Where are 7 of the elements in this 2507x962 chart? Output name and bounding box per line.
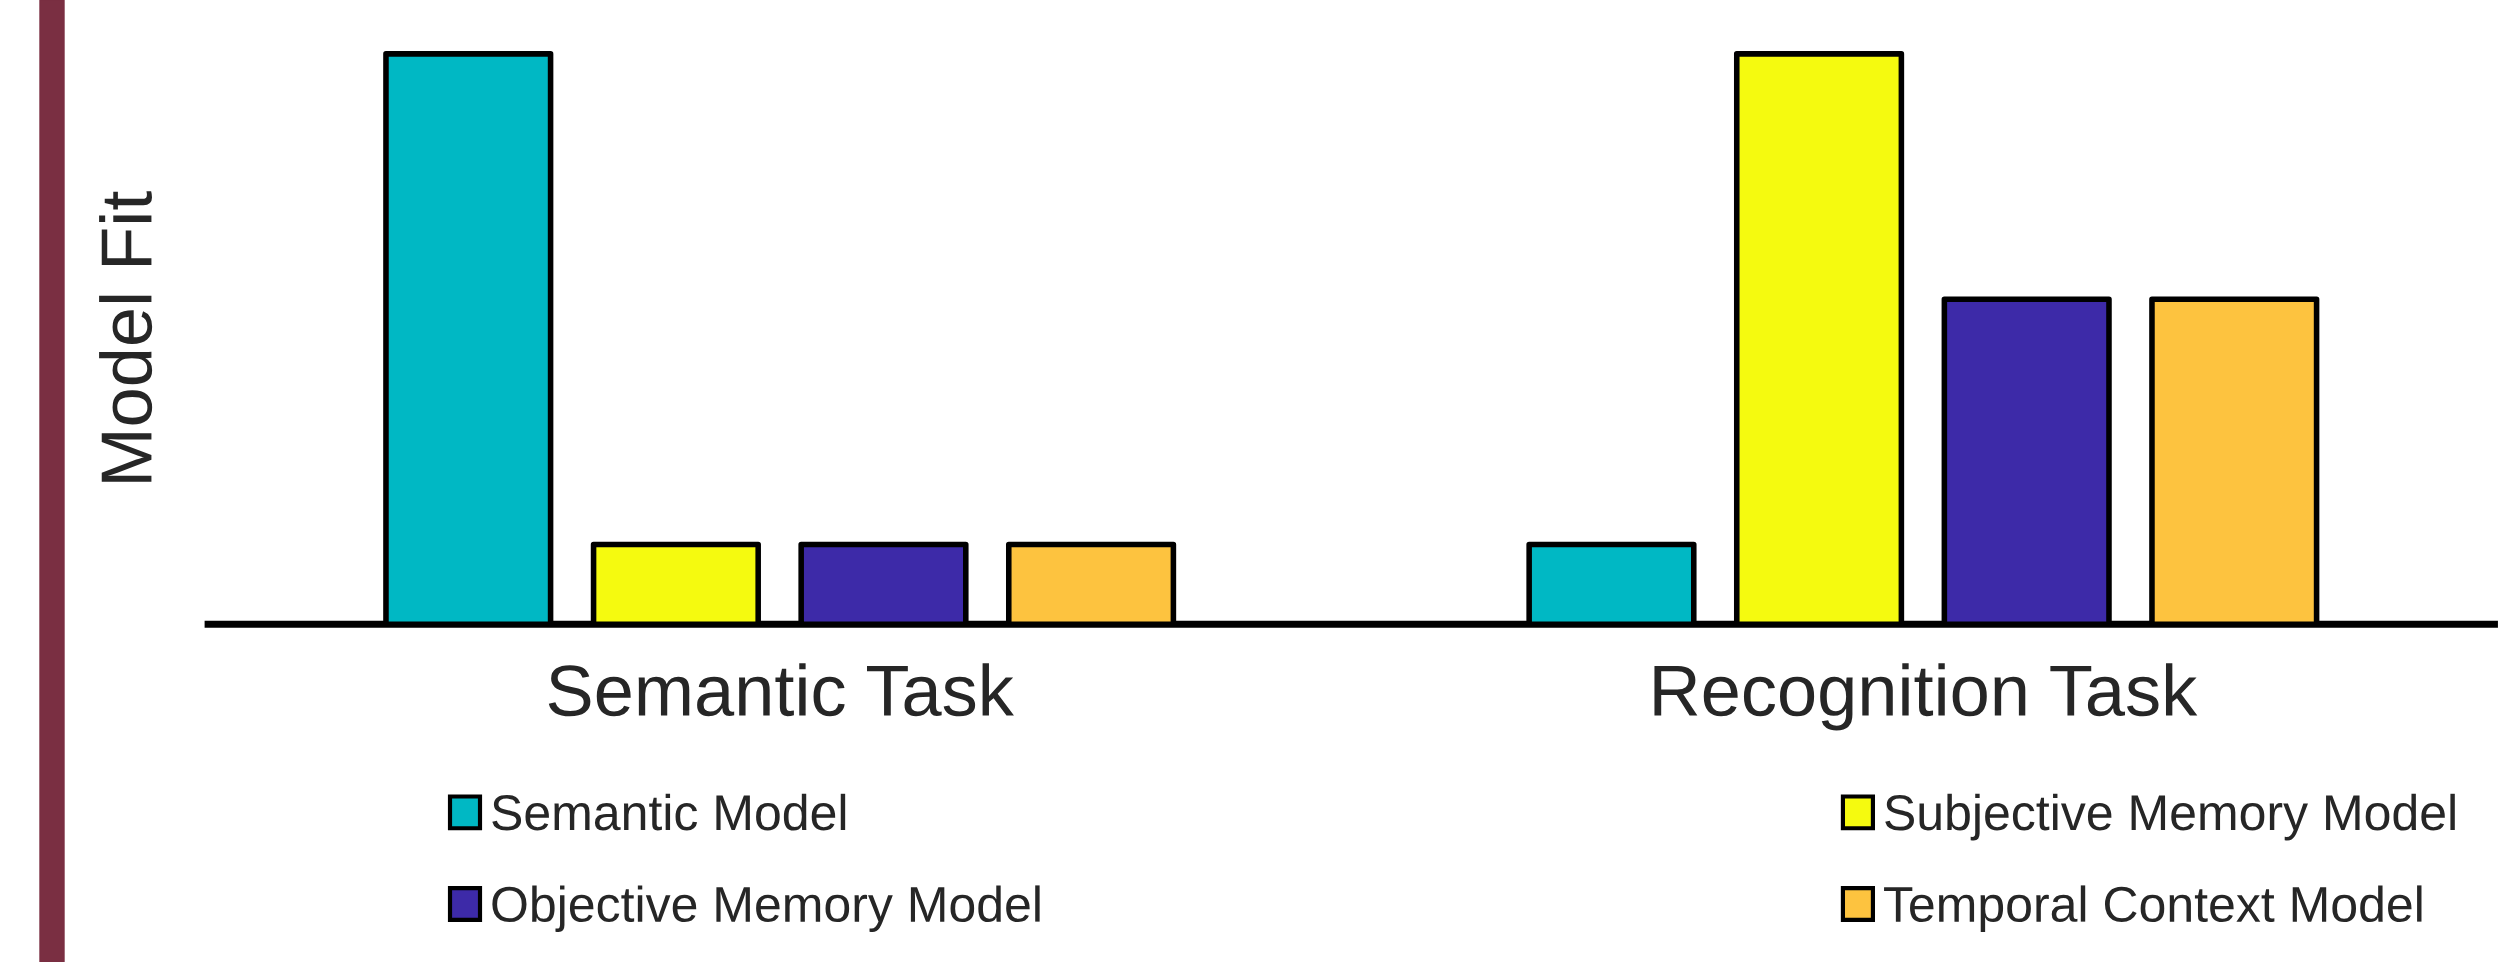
legend-label: Temporal Context Model <box>1884 885 2422 932</box>
legend-label: Semantic Model <box>492 793 846 831</box>
legend-label: Subjective Memory Model <box>1885 793 2455 841</box>
x-tick-label: Semantic Task <box>548 663 1014 717</box>
y-axis-title: Model Fit <box>99 191 153 482</box>
legend-label: Objective Memory Model <box>492 885 1040 932</box>
x-tick-label: Recognition Task <box>1654 663 2198 731</box>
